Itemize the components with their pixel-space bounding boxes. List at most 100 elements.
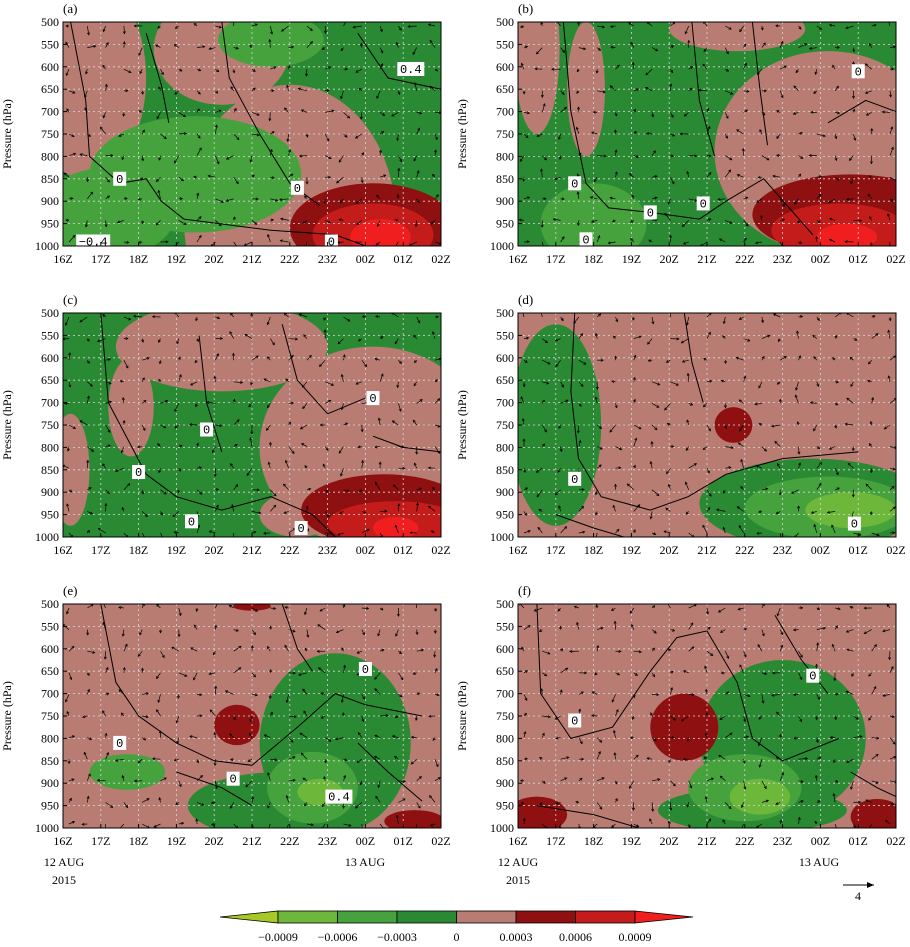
wind-vector bbox=[651, 150, 656, 156]
wind-vector bbox=[558, 505, 561, 512]
wind-vector bbox=[319, 359, 326, 367]
wind-vector-head bbox=[432, 173, 436, 177]
wind-vector-head bbox=[868, 361, 871, 365]
wind-vector bbox=[615, 446, 622, 450]
wind-vector-head bbox=[142, 129, 145, 133]
wind-vector-head bbox=[885, 819, 889, 823]
shaded-region bbox=[567, 22, 605, 157]
wind-vector-head bbox=[178, 612, 182, 617]
wind-vector bbox=[226, 155, 234, 160]
wind-vector-head bbox=[675, 382, 679, 386]
wind-vector-head bbox=[358, 489, 362, 493]
wind-vector-head bbox=[717, 197, 721, 201]
x-tick-label: 17Z bbox=[91, 252, 110, 266]
wind-vector bbox=[853, 133, 856, 141]
wind-vector-head bbox=[869, 215, 872, 220]
wind-vector-head bbox=[855, 716, 859, 720]
y-tick-label: 900 bbox=[496, 485, 514, 499]
wind-vector-head bbox=[396, 137, 400, 142]
wind-vector-head bbox=[804, 43, 808, 47]
wind-vector bbox=[215, 424, 222, 427]
wind-vector-head bbox=[708, 428, 711, 432]
wind-vector-head bbox=[229, 733, 233, 737]
wind-vector bbox=[889, 46, 896, 48]
x-tick-label: 20Z bbox=[660, 834, 679, 848]
wind-vector-head bbox=[228, 604, 232, 608]
contour-label: 0 bbox=[294, 182, 301, 196]
wind-vector-head bbox=[65, 24, 69, 28]
wind-vector-head bbox=[822, 134, 826, 138]
wind-vector-head bbox=[415, 502, 419, 506]
wind-vector bbox=[361, 460, 364, 469]
wind-vector bbox=[376, 90, 381, 99]
wind-vector-head bbox=[116, 220, 121, 224]
wind-vector bbox=[651, 629, 657, 634]
wind-vector bbox=[416, 170, 420, 178]
wind-vector-head bbox=[157, 25, 161, 29]
wind-vector bbox=[376, 194, 381, 200]
wind-vector bbox=[86, 25, 90, 35]
wind-vector bbox=[416, 399, 423, 404]
wind-vector bbox=[809, 47, 817, 50]
wind-vector bbox=[343, 823, 352, 827]
wind-vector-head bbox=[890, 126, 894, 130]
wind-vector-head bbox=[611, 699, 615, 703]
wind-vector-head bbox=[304, 647, 308, 651]
y-tick-label: 1000 bbox=[490, 239, 514, 253]
wind-vector bbox=[706, 468, 710, 474]
wind-vector bbox=[758, 737, 763, 746]
colorbar-tick-label: −0.0003 bbox=[377, 930, 417, 944]
wind-vector bbox=[556, 22, 561, 27]
wind-vector-head bbox=[335, 630, 339, 634]
wind-vector bbox=[555, 715, 561, 720]
x-tick-label: 16Z bbox=[508, 834, 527, 848]
x-tick-label: 19Z bbox=[167, 252, 186, 266]
shaded-region bbox=[63, 167, 177, 246]
wind-vector bbox=[592, 691, 598, 695]
wind-vector-head bbox=[834, 136, 838, 140]
wind-vector-head bbox=[292, 671, 297, 675]
wind-vector-head bbox=[889, 247, 891, 249]
wind-vector-head bbox=[783, 65, 787, 69]
wind-vector-head bbox=[120, 712, 124, 716]
y-tick-label: 550 bbox=[496, 619, 514, 633]
wind-vector-head bbox=[319, 608, 323, 612]
wind-vector-head bbox=[554, 716, 558, 720]
wind-vector bbox=[431, 220, 436, 225]
wind-vector-head bbox=[291, 45, 295, 49]
wind-vector-head bbox=[304, 611, 307, 616]
wind-vector-head bbox=[251, 174, 255, 178]
wind-vector bbox=[306, 41, 313, 48]
wind-vector bbox=[288, 446, 295, 454]
wind-vector-head bbox=[875, 333, 879, 337]
wind-vector bbox=[577, 220, 580, 226]
wind-vector bbox=[555, 737, 561, 739]
wind-vector bbox=[230, 313, 234, 318]
y-tick-label: 850 bbox=[496, 172, 514, 186]
wind-vector-head bbox=[676, 337, 680, 341]
wind-vector bbox=[68, 798, 72, 803]
wind-vector bbox=[853, 736, 863, 738]
wind-vector bbox=[793, 737, 799, 739]
wind-vector bbox=[725, 467, 731, 469]
wind-vector-head bbox=[847, 462, 851, 466]
wind-vector-head bbox=[305, 181, 309, 185]
contour-label-box bbox=[696, 196, 710, 211]
wind-vector bbox=[834, 823, 837, 828]
x-tick-label: 01Z bbox=[849, 543, 868, 557]
wind-vector bbox=[542, 672, 547, 677]
wind-vector bbox=[303, 710, 308, 717]
wind-vector-head bbox=[707, 507, 711, 511]
wind-vector-head bbox=[686, 419, 690, 423]
contour-label: 0 bbox=[116, 737, 123, 751]
wind-vector bbox=[670, 802, 672, 811]
wind-vector bbox=[725, 446, 734, 449]
wind-vector-head bbox=[256, 488, 260, 492]
wind-vector bbox=[521, 63, 525, 70]
wind-vector-head bbox=[397, 91, 401, 96]
wind-vector bbox=[867, 193, 872, 200]
wind-vector bbox=[286, 795, 289, 803]
x-tick-label: 21Z bbox=[242, 252, 261, 266]
wind-vector-head bbox=[122, 113, 126, 117]
y-tick-label: 700 bbox=[496, 396, 514, 410]
